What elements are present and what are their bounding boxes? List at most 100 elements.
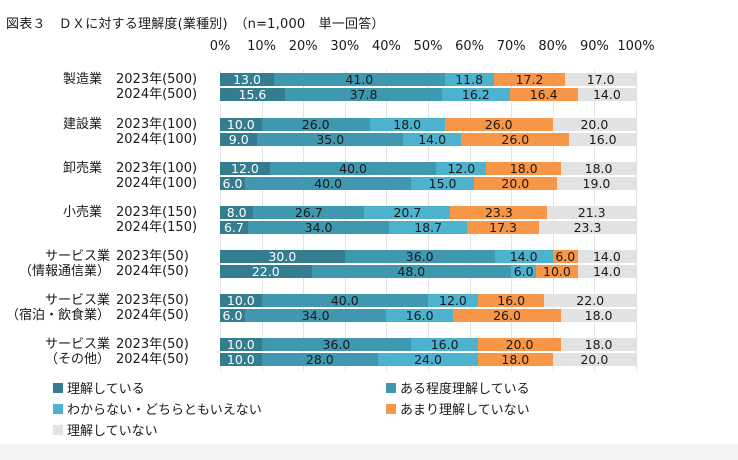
data-label: 40.0: [314, 176, 343, 191]
data-label: 36.0: [322, 337, 351, 352]
legend-item: 理解している: [53, 378, 145, 397]
bottom-margin: [0, 444, 738, 460]
data-label: 15.0: [428, 176, 457, 191]
bar-segment-5: [565, 73, 636, 86]
bar-segment-2: [274, 73, 445, 86]
data-label: 20.0: [580, 352, 609, 367]
x-tick-label: 30%: [330, 39, 360, 54]
bar-segment-4: [467, 221, 540, 234]
gridline: [428, 70, 429, 371]
bar-segment-5: [577, 265, 636, 278]
bar-segment-1: [220, 133, 258, 146]
bar-segment-3: [494, 250, 553, 263]
data-label: 34.0: [301, 308, 330, 323]
year-sample-label: 2023年(100): [116, 117, 198, 132]
year-sample-label: 2024年(50): [116, 264, 189, 279]
data-label: 23.3: [573, 220, 602, 235]
year-sample-label: 2024年(150): [116, 220, 198, 235]
data-label: 20.7: [393, 205, 422, 220]
bar-segment-5: [539, 221, 636, 234]
data-label: 6.7: [223, 220, 244, 235]
bar-segment-3: [511, 265, 537, 278]
data-label: 20.0: [505, 337, 534, 352]
year-sample-label: 2024年(50): [116, 308, 189, 323]
year-sample-label: 2024年(500): [116, 87, 198, 102]
bar-segment-3: [436, 162, 487, 175]
legend-item: ある程度理解している: [386, 378, 530, 397]
legend-label: 理解していない: [67, 424, 158, 439]
bar-segment-2: [311, 265, 512, 278]
bar-segment-4: [509, 88, 578, 101]
x-tick-label: 60%: [455, 39, 485, 54]
legend-label: わからない・どちらともいえない: [67, 403, 262, 418]
data-label: 12.0: [231, 161, 259, 176]
bar-segment-5: [556, 177, 636, 190]
bar-segment-1: [220, 177, 245, 190]
data-label: 20.0: [580, 117, 609, 132]
bar-segment-1: [220, 221, 248, 234]
bar-segment-4: [452, 309, 562, 322]
bar-segment-1: [220, 162, 270, 175]
category-label: 小売業: [62, 205, 102, 220]
bar-segment-5: [577, 88, 636, 101]
data-label: 18.0: [501, 352, 530, 367]
legend-item: 理解していない: [53, 420, 158, 439]
bar-segment-1: [220, 338, 262, 351]
data-label: 17.2: [515, 72, 544, 87]
data-label: 6.0: [513, 264, 534, 279]
legend-swatch-icon: [386, 382, 396, 393]
bar-segment-2: [261, 353, 379, 366]
data-label: 6.0: [555, 249, 576, 264]
bar-segment-2: [261, 294, 428, 307]
data-label: 18.0: [584, 161, 613, 176]
x-tick-label: 0%: [209, 39, 231, 54]
data-label: 16.0: [430, 337, 459, 352]
data-label: 10.0: [543, 264, 571, 279]
bar-segment-3: [411, 338, 478, 351]
bar-segment-3: [403, 133, 462, 146]
data-label: 37.8: [349, 87, 378, 102]
data-label: 40.0: [330, 293, 359, 308]
x-tick-label: 90%: [579, 39, 609, 54]
data-label: 17.0: [586, 72, 615, 87]
bar-segment-3: [369, 118, 445, 131]
bar-segment-2: [244, 177, 412, 190]
bar-segment-2: [344, 250, 495, 263]
data-label: 10.0: [226, 117, 255, 132]
bar-segment-1: [220, 265, 312, 278]
gridline: [470, 70, 471, 371]
bar-segment-3: [378, 353, 478, 366]
legend-item: あまり理解していない: [386, 399, 530, 418]
bar-segment-2: [261, 118, 370, 131]
category-label: 建設業: [62, 117, 102, 132]
data-label: 34.0: [304, 220, 333, 235]
data-label: 10.0: [226, 293, 255, 308]
gridline: [553, 70, 554, 371]
year-sample-label: 2024年(100): [116, 176, 198, 191]
gridline: [636, 70, 637, 371]
data-label: 40.0: [339, 161, 368, 176]
data-label: 20.0: [501, 176, 530, 191]
bar-segment-3: [389, 221, 468, 234]
category-label: サービス業: [44, 293, 110, 308]
gridline: [594, 70, 595, 371]
chart-title: 図表３ ＤＸに対する理解度(業種別) （n=1,000 単一回答）: [6, 17, 385, 32]
year-sample-label: 2024年(50): [116, 352, 189, 367]
bar-segment-1: [220, 206, 254, 219]
bar-segment-3: [386, 309, 453, 322]
bar-segment-3: [428, 294, 478, 307]
data-label: 8.0: [226, 205, 247, 220]
year-sample-label: 2024年(100): [116, 132, 198, 147]
data-label: 18.0: [584, 337, 613, 352]
data-label: 14.0: [592, 264, 621, 279]
gridline: [345, 70, 346, 371]
bar-segment-5: [561, 162, 636, 175]
bar-segment-5: [552, 118, 636, 131]
data-label: 14.0: [592, 87, 621, 102]
x-tick-label: 50%: [413, 39, 443, 54]
data-label: 41.0: [345, 72, 374, 87]
data-label: 35.0: [316, 132, 345, 147]
bar-segment-2: [269, 162, 437, 175]
bar-segment-1: [220, 250, 345, 263]
data-label: 18.0: [393, 117, 422, 132]
